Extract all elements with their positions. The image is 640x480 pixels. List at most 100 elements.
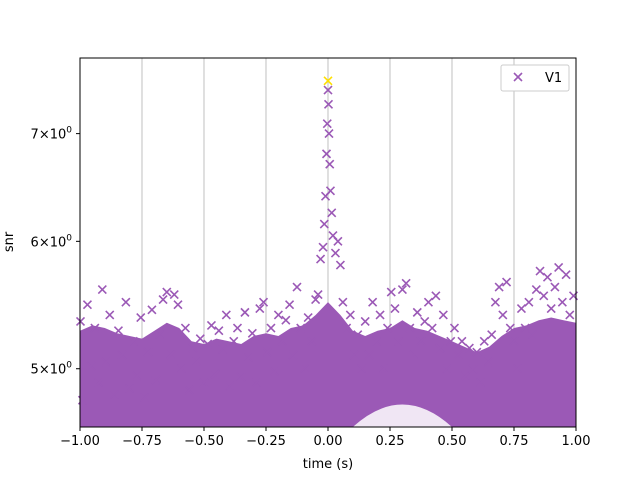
data-point [158, 295, 168, 305]
data-point [139, 392, 150, 402]
data-point [353, 330, 363, 340]
data-point [338, 297, 348, 307]
data-point [247, 328, 257, 338]
data-point [195, 334, 205, 344]
data-point [277, 336, 287, 346]
data-point [327, 208, 337, 218]
data-point [121, 297, 131, 307]
data-point [330, 248, 341, 258]
x-tick-label: 1.00 [562, 434, 591, 449]
data-point [136, 312, 146, 323]
data-point [206, 320, 217, 330]
data-point [113, 326, 124, 336]
data-point [177, 364, 187, 374]
data-point [565, 310, 575, 320]
data-point [313, 289, 323, 300]
x-tick-label: 0.25 [376, 434, 405, 449]
data-point [324, 129, 334, 139]
data-point [457, 336, 467, 346]
y-axis-ticks: 5×100 6×100 7×100 [31, 126, 80, 378]
data-point [221, 310, 231, 320]
data-point [449, 323, 460, 333]
data-point [498, 310, 508, 320]
data-point [82, 300, 93, 310]
data-point [516, 303, 527, 314]
data-point [188, 343, 198, 353]
data-point [335, 260, 345, 270]
data-point [318, 242, 328, 252]
data-point [453, 350, 463, 360]
data-point [266, 323, 276, 333]
data-point [438, 310, 448, 320]
legend-frame [500, 64, 570, 92]
data-point [490, 297, 500, 307]
data-point [442, 364, 452, 374]
data-point [184, 385, 194, 395]
data-point [281, 315, 291, 325]
data-point [535, 266, 545, 276]
data-point [435, 343, 445, 353]
data-point [539, 291, 549, 301]
data-point [90, 323, 100, 333]
data-point [323, 85, 333, 95]
y-tick-label: 5×100 [31, 361, 73, 378]
data-point [420, 316, 430, 327]
data-point [151, 375, 161, 385]
data-point [240, 307, 250, 317]
data-point [322, 119, 332, 129]
band-gap [352, 404, 452, 427]
data-point [273, 310, 283, 320]
data-point [509, 336, 519, 346]
data-point [325, 186, 336, 196]
data-point [321, 149, 332, 159]
data-point [397, 284, 407, 295]
data-point [105, 310, 115, 320]
x-tick-label: 0.00 [314, 434, 343, 449]
data-point [244, 353, 254, 363]
data-point [307, 336, 317, 346]
data-point [546, 303, 556, 314]
x-tick-label: −0.75 [122, 434, 162, 449]
data-point [412, 307, 422, 317]
data-point [501, 277, 512, 287]
data-point [333, 236, 343, 246]
data-point [311, 295, 321, 305]
data-point [408, 350, 419, 360]
peak-point [323, 76, 333, 86]
data-point [386, 287, 396, 297]
data-point [364, 350, 374, 360]
legend-marker-x-icon [513, 72, 523, 82]
x-axis-label: time (s) [303, 457, 353, 472]
data-point [446, 336, 456, 346]
data-point [423, 297, 434, 307]
data-point [345, 310, 355, 320]
x-axis-ticks: −1.00 −0.75 −0.50 −0.25 0.00 0.25 0.50 0.75 1.00 [60, 427, 590, 449]
data-point [292, 282, 302, 292]
y-tick-label: 6×100 [31, 233, 73, 250]
data-point [375, 310, 385, 320]
data-point [325, 159, 335, 169]
data-point [561, 270, 571, 280]
data-point [303, 312, 313, 323]
data-point [483, 357, 493, 367]
data-point [479, 336, 489, 346]
data-point [371, 336, 381, 346]
data-point [203, 339, 213, 349]
data-point [494, 282, 504, 292]
data-point [132, 371, 142, 381]
data-point [405, 323, 415, 333]
data-point [528, 330, 538, 340]
data-point [180, 323, 190, 333]
data-points [75, 76, 579, 405]
data-point [394, 336, 404, 346]
data-point [154, 330, 164, 340]
data-point [349, 350, 359, 360]
data-point [299, 364, 310, 374]
data-point [550, 282, 560, 292]
data-point [464, 343, 474, 353]
data-point [143, 347, 153, 357]
data-point [258, 297, 269, 307]
data-point [218, 344, 228, 355]
data-point [557, 297, 567, 307]
